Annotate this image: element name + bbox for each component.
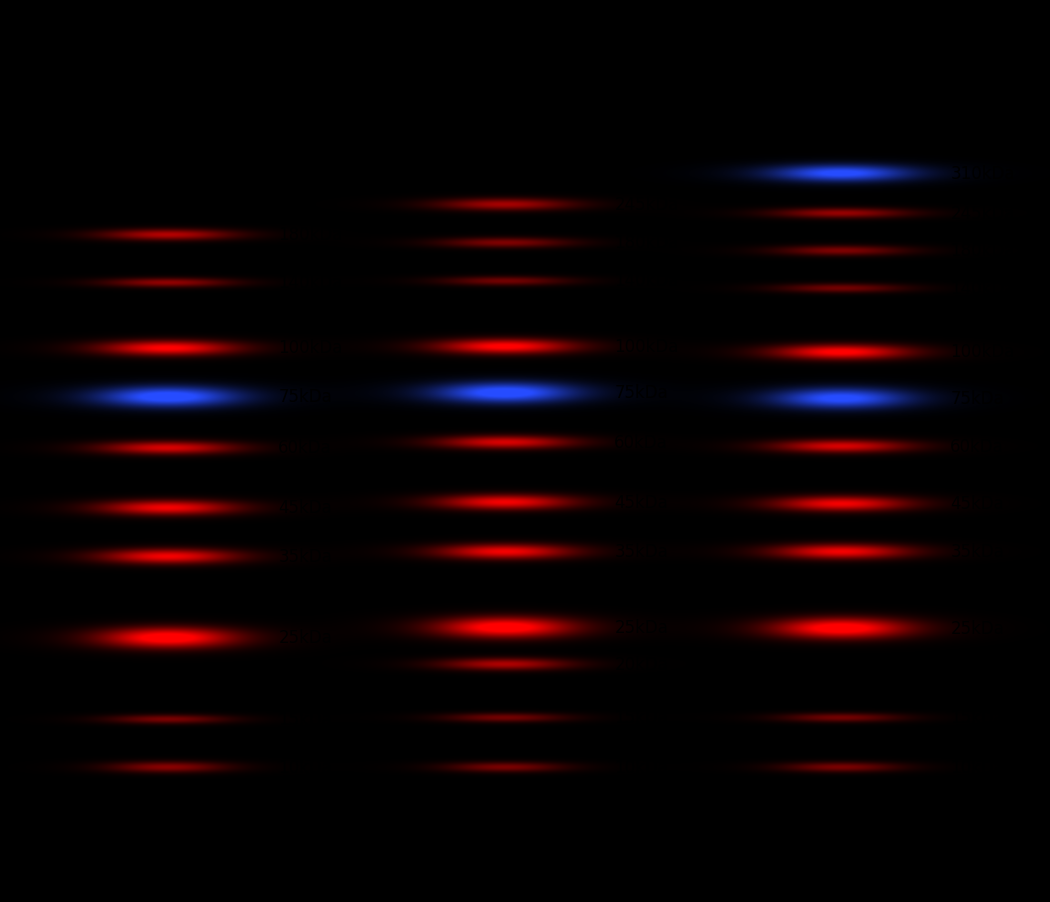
- Text: 75kDa: 75kDa: [278, 388, 332, 406]
- Text: 140kDa: 140kDa: [614, 272, 678, 290]
- Text: 10kDa: 10kDa: [278, 758, 332, 776]
- Bar: [402, 79, 607, 877]
- Text: 180kDa: 180kDa: [278, 226, 342, 244]
- Text: 45kDa: 45kDa: [614, 493, 668, 511]
- Text: 140kDa: 140kDa: [950, 280, 1014, 298]
- Text: 100kDa: 100kDa: [278, 339, 342, 357]
- Text: 45kDa: 45kDa: [950, 494, 1004, 512]
- Text: 35kDa: 35kDa: [614, 542, 668, 560]
- Text: 60kDa: 60kDa: [614, 433, 668, 451]
- Text: PL00001: PL00001: [122, 37, 225, 60]
- Text: 245kDa: 245kDa: [950, 205, 1014, 222]
- Text: 25kDa: 25kDa: [614, 618, 668, 636]
- Text: 75kDa: 75kDa: [950, 390, 1004, 408]
- Text: 75kDa: 75kDa: [614, 383, 668, 401]
- Text: 20kDa: 20kDa: [614, 655, 668, 673]
- Text: 25kDa: 25kDa: [278, 629, 332, 647]
- Text: 35kDa: 35kDa: [278, 548, 332, 566]
- Text: 310kDa: 310kDa: [950, 164, 1014, 182]
- Text: 100kDa: 100kDa: [950, 343, 1014, 361]
- Text: 60kDa: 60kDa: [950, 437, 1004, 456]
- Text: 60kDa: 60kDa: [278, 438, 332, 456]
- Text: PL00003: PL00003: [804, 37, 907, 60]
- Text: 15kDa: 15kDa: [950, 708, 1004, 726]
- Text: PL00002: PL00002: [468, 37, 571, 60]
- Text: 45kDa: 45kDa: [278, 499, 332, 517]
- Bar: [738, 79, 943, 877]
- Text: 180kDa: 180kDa: [950, 242, 1014, 260]
- Bar: [65, 79, 270, 877]
- Text: 15kDa: 15kDa: [614, 708, 668, 726]
- Text: 245kDa: 245kDa: [614, 196, 678, 214]
- Text: 25kDa: 25kDa: [950, 619, 1004, 637]
- Text: 35kDa: 35kDa: [950, 542, 1004, 560]
- Text: 100kDa: 100kDa: [614, 337, 678, 355]
- Text: 10kDa: 10kDa: [614, 758, 668, 776]
- Text: 15kDa: 15kDa: [278, 710, 332, 728]
- Text: 180kDa: 180kDa: [614, 234, 678, 252]
- Text: 140kDa: 140kDa: [278, 273, 342, 291]
- Text: 10kDa: 10kDa: [950, 758, 1004, 776]
